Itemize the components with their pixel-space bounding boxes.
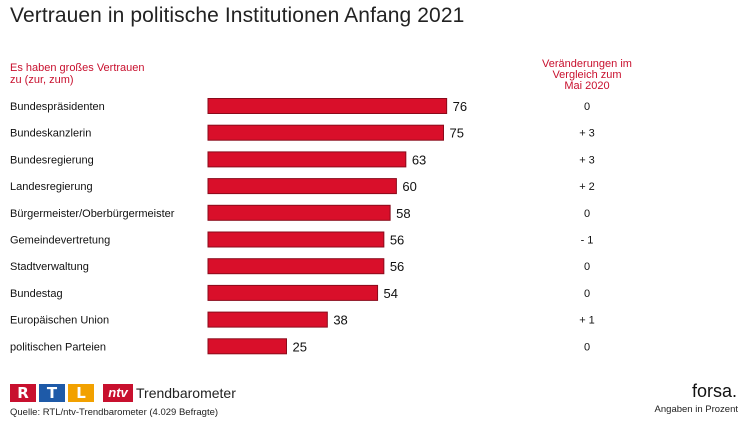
unit-note: Angaben in Prozent bbox=[654, 404, 738, 415]
change-label: 0 bbox=[584, 208, 590, 220]
change-label: + 2 bbox=[579, 181, 595, 193]
value-label: 56 bbox=[390, 233, 404, 248]
category-label: Bundespräsidenten bbox=[10, 101, 105, 113]
category-label: Stadtverwaltung bbox=[10, 261, 89, 273]
bar bbox=[207, 124, 444, 141]
change-label: 0 bbox=[584, 288, 590, 300]
bar bbox=[207, 204, 391, 221]
trendbarometer-label: Trendbarometer bbox=[136, 385, 236, 401]
right-subtitle-line-2: Vergleich zum bbox=[552, 69, 622, 81]
chart-title: Vertrauen in politische Institutionen An… bbox=[10, 4, 465, 27]
category-label: Europäischen Union bbox=[10, 315, 109, 327]
rtl-letter-l: L bbox=[68, 384, 94, 402]
left-subtitle-line-1: Es haben großes Vertrauen bbox=[10, 62, 145, 74]
category-label: Bürgermeister/Oberbürgermeister bbox=[10, 208, 175, 220]
rtl-letter-r: R bbox=[10, 384, 36, 402]
bar bbox=[207, 311, 328, 328]
bar bbox=[207, 151, 407, 168]
change-label: 0 bbox=[584, 341, 590, 353]
change-label: 0 bbox=[584, 101, 590, 113]
category-label: Gemeindevertretung bbox=[10, 235, 110, 247]
rtl-logo: R T L bbox=[10, 384, 94, 402]
left-subtitle: Es haben großes Vertrauen zu (zur, zum) bbox=[10, 62, 145, 86]
right-subtitle: Veränderungen im Vergleich zum Mai 2020 bbox=[512, 59, 662, 92]
value-label: 38 bbox=[333, 313, 347, 328]
change-label: + 3 bbox=[579, 154, 595, 166]
value-label: 58 bbox=[396, 206, 410, 221]
forsa-logo: forsa. bbox=[691, 381, 737, 401]
value-label: 76 bbox=[453, 99, 467, 114]
bar bbox=[207, 178, 397, 195]
value-label: 56 bbox=[390, 259, 404, 274]
change-label: - 1 bbox=[581, 235, 594, 247]
value-label: 54 bbox=[384, 286, 398, 301]
bar bbox=[207, 258, 385, 275]
change-label: + 1 bbox=[579, 315, 595, 327]
left-subtitle-line-2: zu (zur, zum) bbox=[10, 74, 74, 86]
category-label: politischen Parteien bbox=[10, 341, 106, 353]
bar bbox=[207, 284, 379, 301]
change-label: 0 bbox=[584, 261, 590, 273]
value-label: 25 bbox=[293, 339, 307, 354]
value-label: 75 bbox=[450, 126, 464, 141]
category-label: Bundesregierung bbox=[10, 154, 94, 166]
ntv-logo: ntv bbox=[103, 384, 133, 402]
source-note: Quelle: RTL/ntv-Trendbarometer (4.029 Be… bbox=[10, 407, 219, 418]
value-label: 63 bbox=[412, 152, 426, 167]
value-label: 60 bbox=[402, 179, 416, 194]
bar bbox=[207, 231, 385, 248]
bar bbox=[207, 338, 287, 355]
category-label: Bundeskanzlerin bbox=[10, 128, 91, 140]
change-label: + 3 bbox=[579, 128, 595, 140]
rtl-letter-t: T bbox=[39, 384, 65, 402]
bar bbox=[207, 98, 448, 114]
right-subtitle-line-3: Mai 2020 bbox=[564, 80, 610, 92]
category-label: Bundestag bbox=[10, 288, 63, 300]
right-subtitle-line-1: Veränderungen im bbox=[542, 58, 632, 70]
category-label: Landesregierung bbox=[10, 181, 93, 193]
